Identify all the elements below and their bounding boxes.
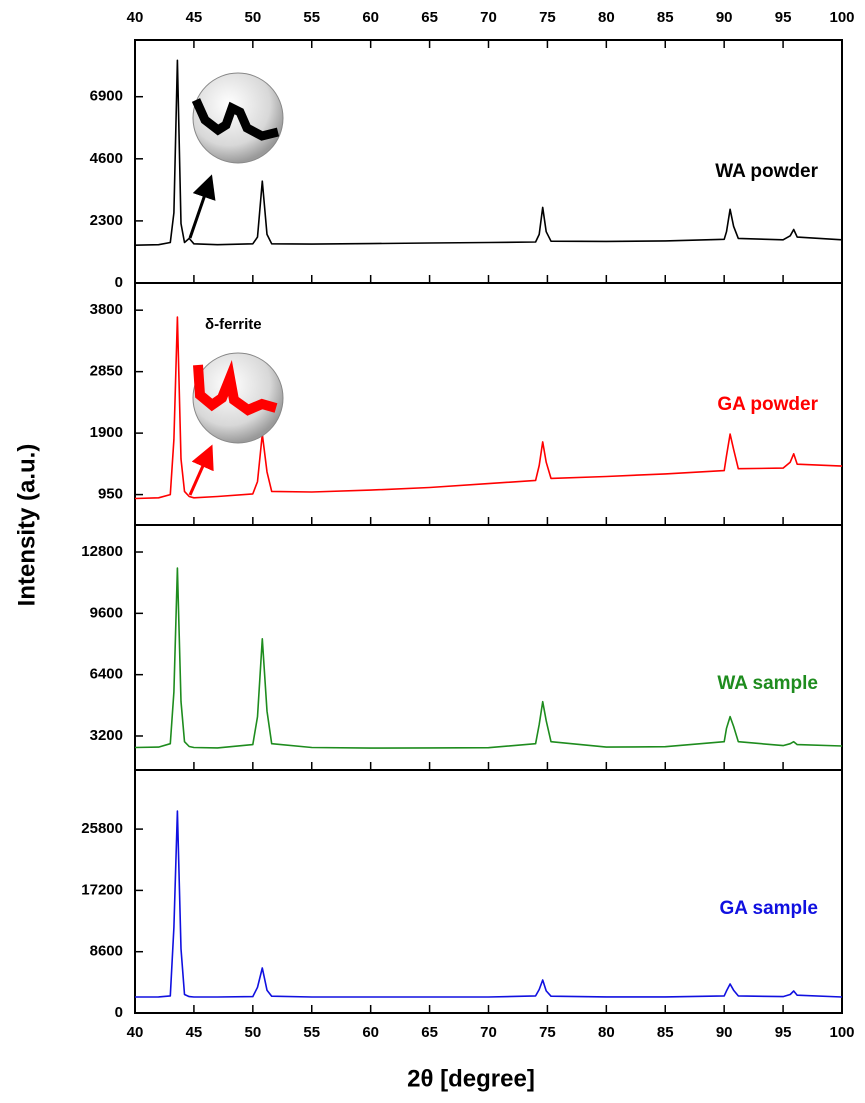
y-tick-label: 1900	[90, 424, 123, 441]
y-tick-label: 17200	[81, 881, 123, 898]
y-tick-label: 3200	[90, 727, 123, 744]
x-tick-label: 100	[829, 9, 854, 26]
series-label: GA powder	[717, 394, 818, 415]
x-tick-label: 65	[421, 1024, 438, 1041]
x-tick-label: 60	[362, 1024, 379, 1041]
y-tick-label: 8600	[90, 943, 123, 960]
x-tick-label: 55	[303, 1024, 320, 1041]
annotation: δ-ferrite	[205, 316, 262, 333]
y-tick-label: 0	[115, 274, 123, 291]
inset-trace	[191, 98, 280, 141]
x-tick-label: 40	[127, 1024, 144, 1041]
line-series	[134, 567, 843, 749]
insets	[188, 72, 284, 496]
x-tick-label: 70	[480, 9, 497, 26]
inset-trace	[193, 360, 278, 416]
x-tick-label: 95	[775, 9, 792, 26]
y-tick-label: 6900	[90, 88, 123, 105]
x-tick-label: 70	[480, 1024, 497, 1041]
y-tick-label: 25800	[81, 820, 123, 837]
y-tick-label: 0	[115, 1004, 123, 1021]
y-tick-label: 2300	[90, 212, 123, 229]
y-tick-label: 9600	[90, 604, 123, 621]
series-label: GA sample	[719, 898, 818, 919]
x-tick-label: 90	[716, 9, 733, 26]
panel-frame	[134, 769, 843, 1014]
x-tick-label: 45	[186, 9, 203, 26]
series-label: WA powder	[715, 161, 818, 182]
y-tick-label: 4600	[90, 150, 123, 167]
y-tick-label: 6400	[90, 666, 123, 683]
y-tick-label: 950	[98, 486, 123, 503]
x-tick-label: 60	[362, 9, 379, 26]
x-tick-label: 55	[303, 9, 320, 26]
y-tick-label: 3800	[90, 301, 123, 318]
y-axis-label: Intensity (a.u.)	[13, 444, 40, 607]
x-tick-label: 45	[186, 1024, 203, 1041]
x-tick-label: 65	[421, 9, 438, 26]
y-tick-label: 2850	[90, 363, 123, 380]
x-tick-label: 85	[657, 1024, 674, 1041]
line-series	[134, 59, 843, 246]
x-axis-label: 2θ [degree]	[407, 1065, 535, 1092]
arrow	[188, 174, 216, 239]
x-tick-label: 100	[829, 1024, 854, 1041]
x-tick-label: 85	[657, 9, 674, 26]
line-series	[134, 316, 843, 500]
x-tick-label: 75	[539, 9, 556, 26]
x-tick-label: 75	[539, 1024, 556, 1041]
x-tick-label: 50	[244, 1024, 261, 1041]
x-tick-label: 95	[775, 1024, 792, 1041]
y-tick-label: 12800	[81, 543, 123, 560]
x-tick-label: 40	[127, 9, 144, 26]
line-series	[134, 810, 843, 998]
x-tick-label: 80	[598, 9, 615, 26]
x-tick-label: 90	[716, 1024, 733, 1041]
x-tick-label: 50	[244, 9, 261, 26]
series-label: WA sample	[717, 673, 818, 694]
arrow	[188, 444, 214, 496]
x-tick-label: 80	[598, 1024, 615, 1041]
